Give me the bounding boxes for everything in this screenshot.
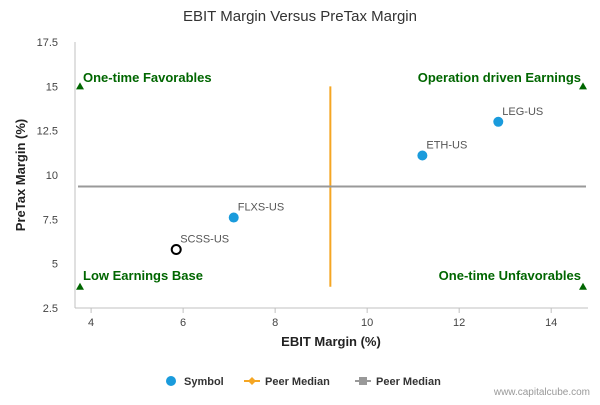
x-tick-label: 8 [272,317,278,329]
quadrant-label-top-left: One-time Favorables [83,70,212,85]
data-point [417,150,428,161]
legend-diamond-icon [248,377,256,385]
data-point [493,116,504,127]
legend-symbol-icon [166,376,176,386]
y-tick-label: 15 [46,81,58,93]
y-tick-label: 7.5 [43,214,58,226]
quadrant-marker-icon [579,282,587,290]
y-tick-label: 5 [52,259,58,271]
x-tick-label: 12 [453,317,465,329]
legend-label: Peer Median [265,376,330,388]
quadrant-label-top-right: Operation driven Earnings [418,70,581,85]
x-tick-label: 6 [180,317,186,329]
quadrant-marker-icon [76,282,84,290]
data-point-label: LEG-US [502,106,543,118]
y-tick-label: 2.5 [43,303,58,315]
legend-square-icon [359,377,367,385]
y-tick-label: 10 [46,170,58,182]
data-point-label: ETH-US [426,139,467,151]
quadrant-marker-icon [579,82,587,90]
y-axis-title: PreTax Margin (%) [13,119,28,231]
x-tick-label: 10 [361,317,373,329]
quadrant-label-bottom-left: Low Earnings Base [83,268,203,283]
chart-title: EBIT Margin Versus PreTax Margin [183,8,417,25]
legend: Symbol Peer Median Peer Median [166,376,441,388]
y-tick-label: 12.5 [37,126,58,138]
x-axis-title: EBIT Margin (%) [281,334,381,349]
quadrant-label-bottom-right: One-time Unfavorables [439,268,581,283]
x-tick-label: 14 [545,317,557,329]
legend-label: Symbol [184,376,224,388]
quadrant-marker-icon [76,82,84,90]
data-point [228,212,239,223]
data-point [170,243,182,255]
legend-label: Peer Median [376,376,441,388]
credit-text: www.capitalcube.com [493,387,590,398]
plot-layer: 4 6 8 10 12 14 2.5 5 7.5 10 12.5 15 17.5 One-time Fav… [37,37,588,329]
data-point-label: SCSS-US [180,233,229,245]
x-tick-label: 4 [88,317,94,329]
y-tick-label: 17.5 [37,37,58,49]
data-point-label: FLXS-US [238,202,284,214]
